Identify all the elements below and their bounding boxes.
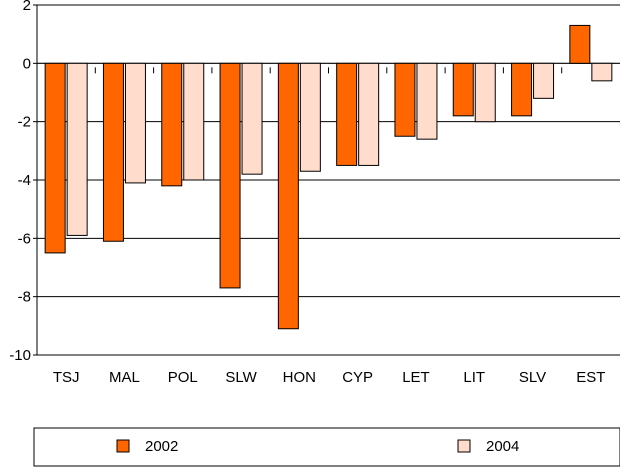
category-label-mal: MAL bbox=[109, 369, 140, 386]
bar-lit-2004 bbox=[474, 62, 496, 123]
bar-slv-2004 bbox=[533, 62, 555, 99]
bar-tsj-2004 bbox=[66, 62, 88, 236]
bar-let-2004 bbox=[416, 62, 438, 140]
bar-est-2004 bbox=[591, 62, 613, 82]
y-tick-label: -4 bbox=[18, 172, 31, 189]
y-tick-label: -8 bbox=[18, 289, 31, 306]
bar-slv-2002 bbox=[511, 62, 533, 117]
category-label-lit: LIT bbox=[463, 369, 485, 386]
bar-tsj-2002 bbox=[44, 62, 66, 254]
x-axis: TSJ MAL POL SLW HON CYP LET LIT SLV EST bbox=[53, 67, 605, 386]
bar-cyp-2002 bbox=[336, 62, 358, 166]
category-label-hon: HON bbox=[283, 369, 316, 386]
bar-slw-2002 bbox=[219, 62, 241, 289]
category-label-let: LET bbox=[402, 369, 430, 386]
category-label-est: EST bbox=[576, 369, 605, 386]
legend-swatch-2002 bbox=[116, 439, 130, 453]
bar-hon-2002 bbox=[277, 62, 299, 330]
bar-lit-2002 bbox=[452, 62, 474, 117]
bar-est-2002 bbox=[569, 24, 591, 64]
y-tick-label: 2 bbox=[23, 0, 31, 14]
y-tick-label: -10 bbox=[9, 347, 31, 364]
bar-slw-2004 bbox=[241, 62, 263, 175]
category-label-cyp: CYP bbox=[342, 369, 373, 386]
legend-box bbox=[33, 427, 620, 467]
gridlines bbox=[37, 4, 620, 356]
bar-let-2002 bbox=[394, 62, 416, 137]
y-tick-label: 0 bbox=[23, 55, 31, 72]
legend-label-2002: 2002 bbox=[145, 438, 178, 455]
bar-pol-2004 bbox=[183, 62, 205, 181]
bar-hon-2004 bbox=[299, 62, 321, 172]
legend: 2002 2004 bbox=[33, 427, 620, 467]
y-axis: 2 0 -2 -4 -6 -8 -10 bbox=[9, 0, 38, 364]
category-label-slv: SLV bbox=[519, 369, 546, 386]
y-tick-label: -2 bbox=[18, 114, 31, 131]
y-tick-label: -6 bbox=[18, 230, 31, 247]
bar-cyp-2004 bbox=[358, 62, 380, 166]
bars bbox=[44, 24, 613, 330]
bar-pol-2002 bbox=[161, 62, 183, 187]
legend-swatch-2004 bbox=[457, 439, 471, 453]
category-label-tsj: TSJ bbox=[53, 369, 80, 386]
bar-mal-2004 bbox=[124, 62, 146, 184]
bar-mal-2002 bbox=[102, 62, 124, 242]
category-label-slw: SLW bbox=[225, 369, 257, 386]
legend-label-2004: 2004 bbox=[486, 438, 519, 455]
category-label-pol: POL bbox=[168, 369, 198, 386]
